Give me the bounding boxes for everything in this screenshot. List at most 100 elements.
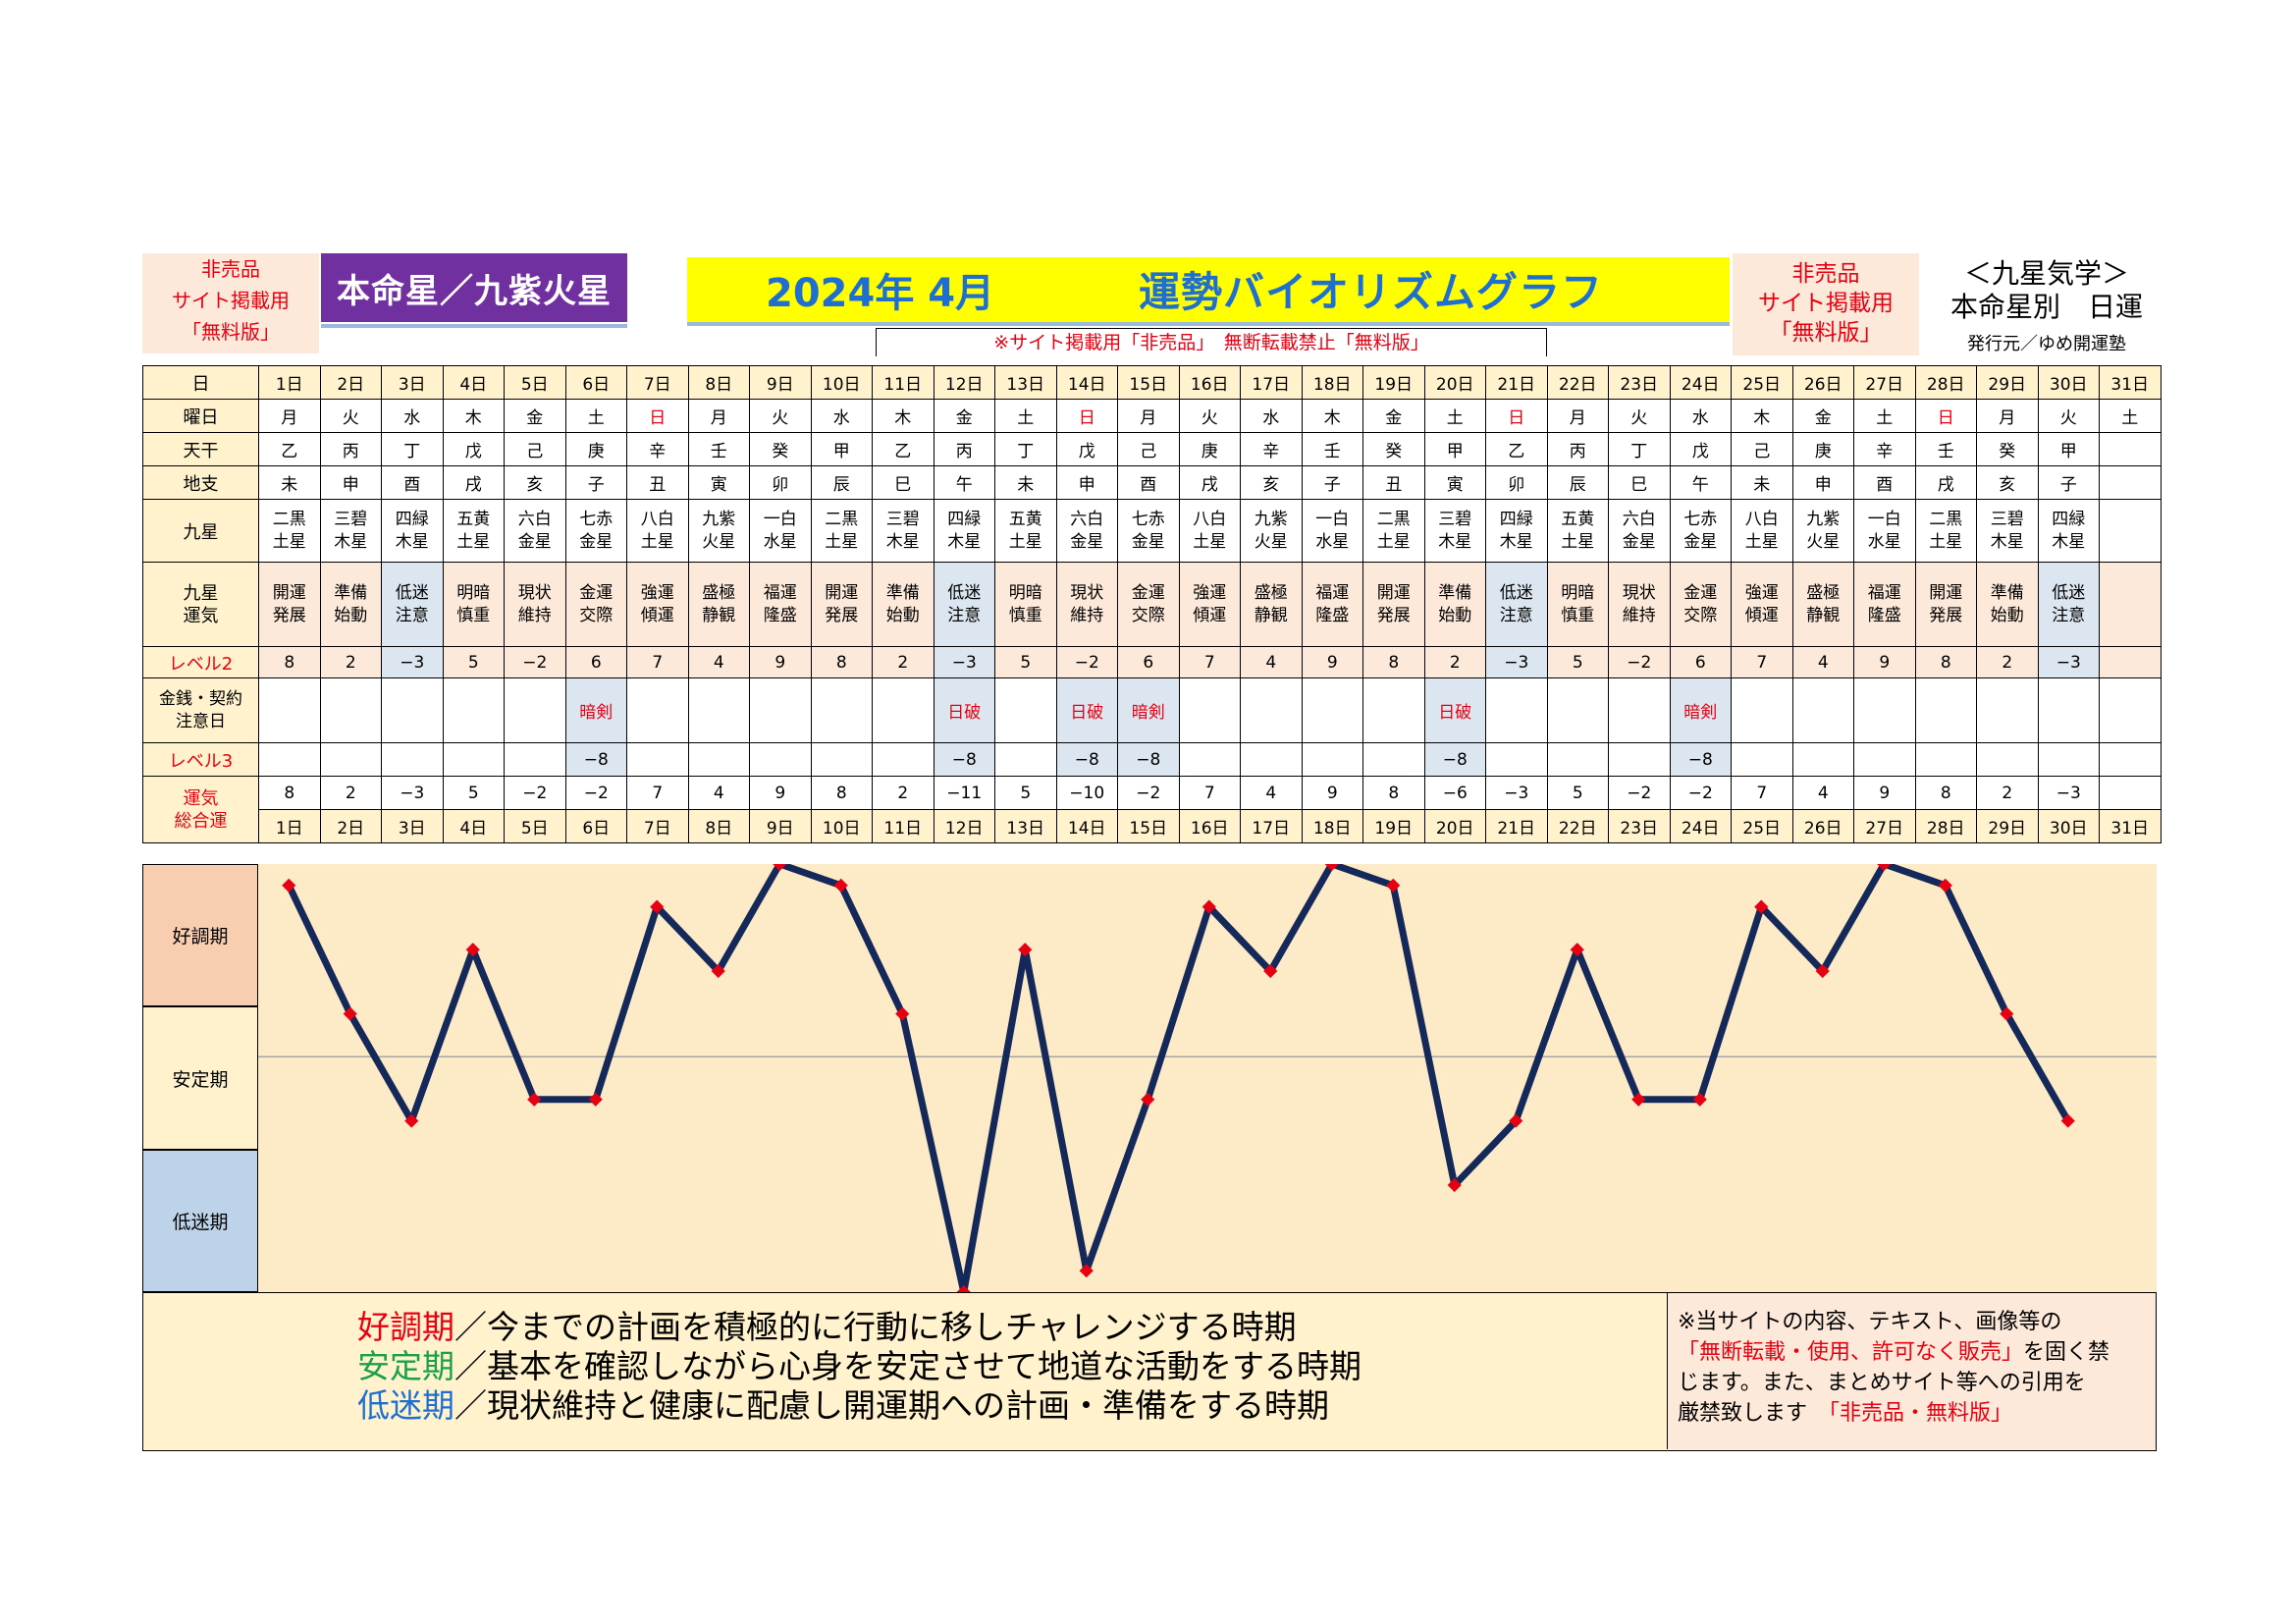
chishi-row-cell: 未 xyxy=(994,465,1057,500)
kyusei-row-cell: 五黄 土星 xyxy=(442,499,505,563)
left-notice-line1: 非売品 xyxy=(201,257,260,281)
cell-text: 水 xyxy=(1691,408,1709,428)
cell-text: 22日 xyxy=(1558,375,1597,395)
cell-text: 土 xyxy=(1017,408,1035,428)
level3-row-cell xyxy=(1178,742,1241,777)
total-row-cell: 8 xyxy=(810,776,873,810)
weekday-row-cell: 土 xyxy=(1853,399,1916,433)
tenkan-row-cell: 乙 xyxy=(1485,432,1548,466)
tenkan-row-cell: 己 xyxy=(1117,432,1180,466)
cell-text: 強運 xyxy=(1744,582,1779,603)
cell-text: 始動 xyxy=(1438,605,1472,625)
cell-text: 運気 xyxy=(183,605,219,626)
weekday-row-cell: 金 xyxy=(933,399,995,433)
legend-box: 好調期／今までの計画を積極的に行動に移しチャレンジする時期 安定期／基本を確認し… xyxy=(142,1292,2157,1451)
level3-row-label: レベル3 xyxy=(142,742,259,777)
cell-text: 18日 xyxy=(1312,819,1352,839)
cell-text: 三碧 xyxy=(334,509,368,529)
cell-text: 総合運 xyxy=(174,810,228,832)
cell-text: 18日 xyxy=(1312,375,1352,395)
total-row-cell: −2 xyxy=(1117,776,1180,810)
cell-text: 注意 xyxy=(2052,605,2086,625)
unki-row-cell: 低迷 注意 xyxy=(933,562,995,647)
day-row-bottom-cell: 8日 xyxy=(687,809,750,843)
level2-row-cell: 8 xyxy=(810,646,873,678)
day-row-cell: 12日 xyxy=(933,365,995,400)
cell-text: 午 xyxy=(1691,475,1709,495)
level3-row-cell xyxy=(1608,742,1671,777)
total-row-cell: −3 xyxy=(1485,776,1548,810)
tenkan-row-cell: 辛 xyxy=(1240,432,1303,466)
cell-text: 準備 xyxy=(1990,582,2024,603)
cell-text: 戊 xyxy=(1691,442,1709,461)
cell-text: 土星 xyxy=(640,531,674,552)
unki-row-cell: 明暗 慎重 xyxy=(1546,562,1609,647)
cell-text: 開運 xyxy=(825,582,859,603)
tenkan-row-cell: 戊 xyxy=(442,432,505,466)
tenkan-row-cell: 戊 xyxy=(1669,432,1732,466)
level3-row-cell xyxy=(626,742,689,777)
cell-text: 8 xyxy=(1388,652,1400,673)
kyusei-subtitle: 本命星別 日運 xyxy=(1949,291,2143,323)
level3-row-cell xyxy=(872,742,934,777)
day-row-cell: 31日 xyxy=(2099,365,2162,400)
cell-text: 日破 xyxy=(947,703,982,723)
cell-text: 六白 xyxy=(1622,509,1656,529)
cell-text: 甲 xyxy=(832,442,850,461)
cell-text: 隆盛 xyxy=(1315,605,1350,625)
unki-row-cell: 福運 隆盛 xyxy=(1853,562,1916,647)
kyusei-row-cell: 七赤 金星 xyxy=(1117,499,1180,563)
level3-row-cell xyxy=(2099,742,2162,777)
cell-text: 傾運 xyxy=(1193,605,1227,625)
weekday-row-cell: 月 xyxy=(687,399,750,433)
copyright-line2: 「無断転載・使用、許可なく販売」を固く禁 xyxy=(1678,1337,2146,1368)
cell-text: −11 xyxy=(946,783,983,803)
cell-text: 2 xyxy=(2002,783,2013,803)
cell-text: 地支 xyxy=(183,473,219,495)
data-point xyxy=(711,963,725,979)
cell-text: 9 xyxy=(1326,652,1338,673)
caution-row-cell xyxy=(687,677,750,743)
cell-text: 6 xyxy=(1143,652,1154,673)
level2-row-cell: 9 xyxy=(749,646,812,678)
weekday-row-cell: 火 xyxy=(749,399,812,433)
kyusei-row-cell: 八白 土星 xyxy=(1178,499,1241,563)
weekday-row-cell: 火 xyxy=(1608,399,1671,433)
level3-row-cell xyxy=(442,742,505,777)
title-year: 2024年 4月 xyxy=(766,271,995,316)
cell-text: 13日 xyxy=(1006,819,1045,839)
weekday-row-cell: 土 xyxy=(2099,399,2162,433)
cell-text: 5 xyxy=(467,652,479,673)
day-row-cell: 16日 xyxy=(1178,365,1241,400)
caution-row-cell xyxy=(1240,677,1303,743)
cell-text: 日 xyxy=(649,408,667,428)
unki-row-cell: 強運 傾運 xyxy=(626,562,689,647)
cell-text: 水星 xyxy=(763,531,797,552)
copyright-line2-rest: を固く禁 xyxy=(2023,1340,2110,1365)
cell-text: 庚 xyxy=(1814,442,1832,461)
level3-row-cell xyxy=(687,742,750,777)
caution-row-cell: 暗剣 xyxy=(1117,677,1180,743)
cell-text: 乙 xyxy=(894,442,912,461)
level3-row-cell xyxy=(258,742,321,777)
cell-text: −8 xyxy=(951,749,977,770)
cell-text: 五黄 xyxy=(1008,509,1042,529)
level2-row-cell: 4 xyxy=(1240,646,1303,678)
unki-row-cell: 金運 交際 xyxy=(1117,562,1180,647)
kyusei-row: 九星 二黒 土星 三碧 木星 四緑 木星 五黄 土星 六白 金星 七赤 金星 八白 土星 九紫 火星 一白 水星 二黒… xyxy=(142,499,2162,563)
cell-text: 3日 xyxy=(398,819,426,839)
data-point xyxy=(1877,864,1892,872)
total-row-cell: 8 xyxy=(1914,776,1977,810)
chishi-row-cell: 丑 xyxy=(1362,465,1425,500)
level2-row-cell: 2 xyxy=(319,646,382,678)
level2-row-cell: 7 xyxy=(1731,646,1793,678)
chishi-row-cell: 巳 xyxy=(872,465,934,500)
level3-row-cell xyxy=(1485,742,1548,777)
data-point xyxy=(1447,1177,1462,1193)
tenkan-row-cell: 乙 xyxy=(258,432,321,466)
chishi-row: 地支 未 申 酉 戌 亥 子 丑 寅 卯 辰 巳 午 未 申 酉 戌 亥 子 丑 寅 卯 辰 巳 午 未 申 酉 戌 亥 子 xyxy=(142,465,2162,500)
cell-text: 日 xyxy=(191,373,210,395)
cell-text: 低迷 xyxy=(2052,582,2086,603)
day-row-bottom-cell: 3日 xyxy=(381,809,444,843)
cell-text: 巳 xyxy=(894,475,912,495)
